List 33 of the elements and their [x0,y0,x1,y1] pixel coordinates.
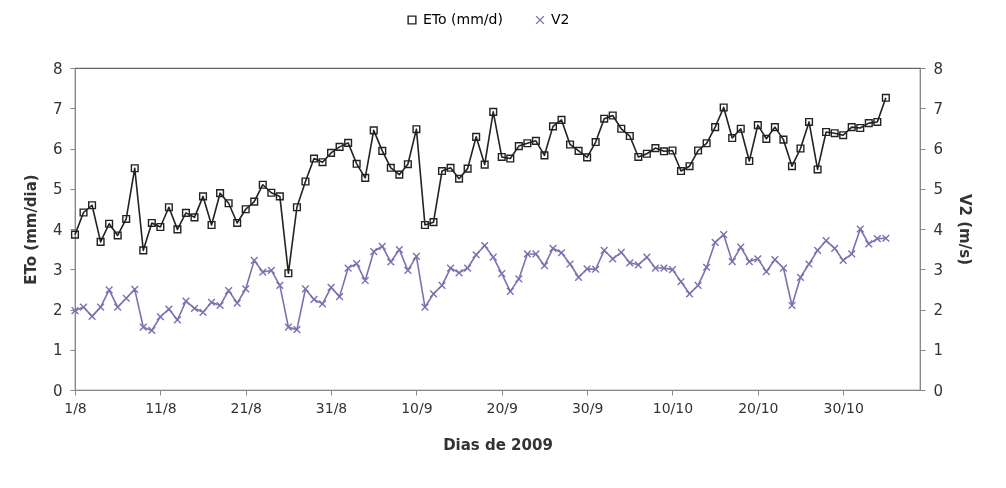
y-tick-label: 1 [52,341,63,360]
y2-tick-label: 0 [933,381,944,400]
y-tick-label: 5 [52,180,63,199]
legend-label: V2 [551,11,570,27]
y2-tick-label: 7 [933,99,944,118]
y2-tick-label: 3 [933,260,944,279]
x-tick-label: 11/8 [145,399,177,416]
y-tick-label: 3 [52,260,63,279]
y2-tick-label: 2 [933,301,944,319]
y2-tick-label: 5 [933,180,944,199]
x-axis-title: Dias de 2009 [443,435,553,454]
legend-label: ETo (mm/d) [423,11,503,27]
y2-tick-label: 4 [933,220,944,239]
y2-axis-title: V2 (m/s) [956,193,975,266]
y-tick-label: 2 [52,301,63,319]
x-tick-label: 21/8 [230,399,262,416]
y-tick-label: 7 [52,99,63,118]
y2-tick-label: 1 [933,341,944,360]
y2-tick-label: 6 [933,140,944,158]
x-tick-label: 1/8 [64,399,87,416]
y-tick-label: 6 [52,140,63,158]
x-tick-label: 30/9 [571,399,604,416]
y2-tick-label: 8 [933,59,944,78]
x-tick-label: 20/10 [738,399,779,416]
y-tick-label: 4 [52,220,63,239]
y-tick-label: 0 [52,381,63,400]
x-tick-label: 31/8 [315,399,348,416]
x-tick-label: 10/10 [652,399,694,416]
y-axis-title: ETo (mm/dia) [21,174,40,285]
x-tick-label: 30/10 [823,399,864,416]
x-tick-label: 20/9 [486,399,518,416]
x-tick-label: 10/9 [401,399,433,416]
y-tick-label: 8 [52,59,63,78]
